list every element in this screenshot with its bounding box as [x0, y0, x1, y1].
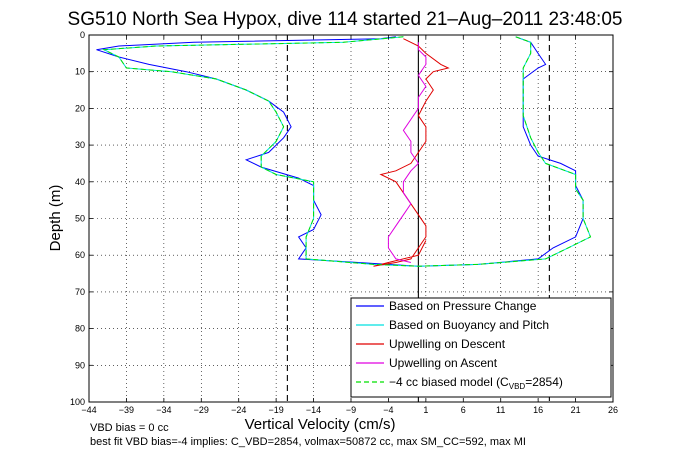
series-line-5	[102, 36, 592, 267]
x-tick-label: −44	[81, 405, 96, 415]
series-line-3	[373, 38, 450, 267]
series-line-4	[387, 42, 427, 263]
y-tick-label: 20	[75, 103, 85, 113]
y-axis-ticks: 0 10 20 30 40 50 60 70 80 90 100	[70, 30, 613, 407]
legend-label: Based on Buoyancy and Pitch	[389, 318, 549, 332]
legend-label: Upwelling on Ascent	[389, 356, 498, 370]
y-tick-label: 60	[75, 250, 85, 260]
y-tick-label: 70	[75, 287, 85, 297]
y-axis-label: Depth (m)	[47, 185, 64, 252]
x-tick-label: 21	[571, 405, 581, 415]
series-line-1	[96, 36, 584, 267]
y-tick-label: 50	[75, 214, 85, 224]
legend-label: Upwelling on Descent	[389, 337, 506, 351]
chart-title: SG510 North Sea Hypox, dive 114 started …	[68, 9, 623, 30]
x-tick-label: −24	[231, 405, 246, 415]
y-tick-label: 40	[75, 177, 85, 187]
x-tick-label: 1	[423, 405, 428, 415]
y-tick-label: 0	[80, 30, 85, 40]
x-tick-label: −14	[306, 405, 321, 415]
legend-label: Based on Pressure Change	[389, 299, 537, 313]
x-axis-label: Vertical Velocity (cm/s)	[245, 416, 396, 433]
legend-label: −4 cc biased model (CVBD=2854)	[389, 375, 563, 391]
legend-box	[350, 297, 612, 398]
chart-legend: Based on Pressure Change Based on Buoyanc…	[350, 297, 612, 398]
x-tick-label: 6	[461, 405, 466, 415]
y-tick-label: 80	[75, 324, 85, 334]
x-tick-label: −19	[269, 405, 284, 415]
x-tick-label: 16	[533, 405, 543, 415]
x-tick-label: −4	[383, 405, 393, 415]
data-series	[96, 36, 592, 267]
x-tick-label: −34	[156, 405, 171, 415]
x-tick-label: −39	[119, 405, 134, 415]
x-tick-label: 11	[496, 405, 505, 415]
y-tick-label: 30	[75, 140, 85, 150]
x-tick-label: −9	[346, 405, 356, 415]
y-tick-label: 100	[70, 397, 85, 407]
x-tick-label: −29	[194, 405, 209, 415]
x-axis-ticks: −44 −39 −34 −29 −24 −19 −14 −9 −4 1 6 11 16 21 26	[81, 35, 618, 415]
vbd-bias-note: VBD bias = 0 cc	[90, 422, 169, 434]
y-tick-label: 10	[75, 67, 85, 77]
y-tick-label: 90	[75, 360, 85, 370]
x-tick-label: 26	[608, 405, 618, 415]
best-fit-note: best fit VBD bias=-4 implies: C_VBD=2854…	[90, 436, 526, 448]
